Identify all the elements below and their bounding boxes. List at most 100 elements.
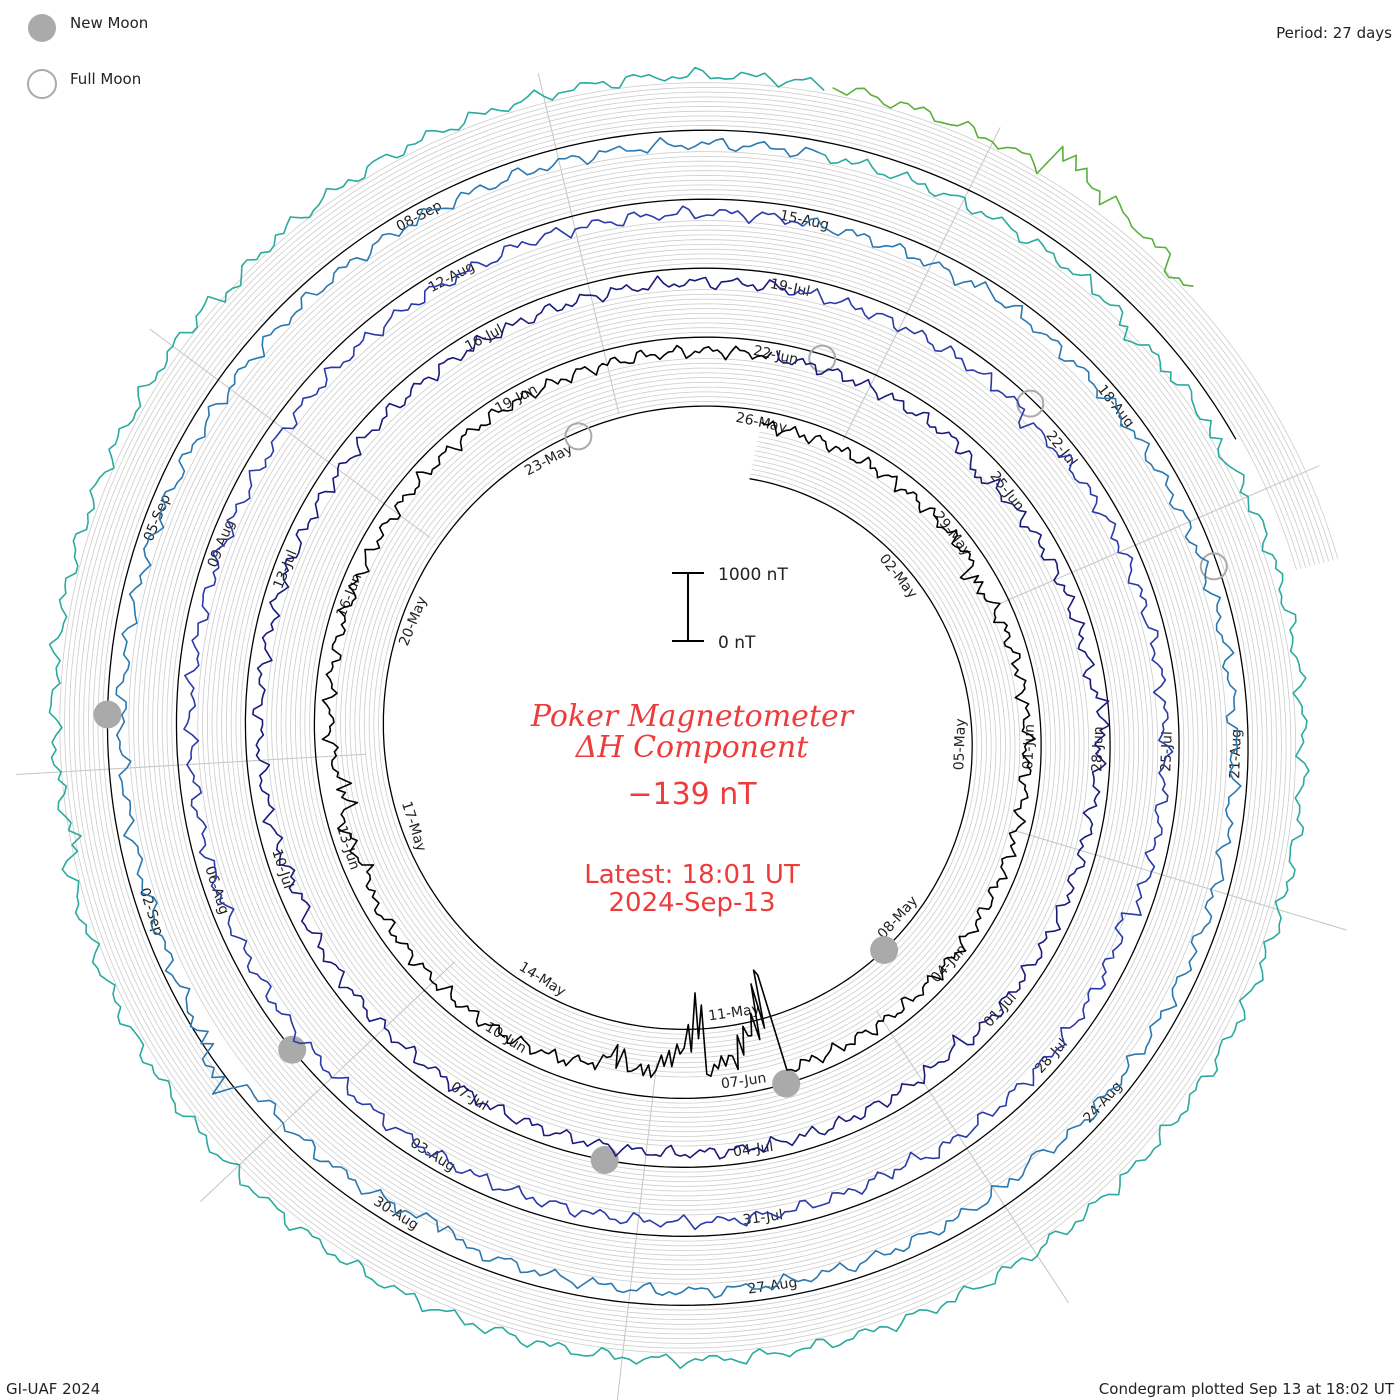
grid-ring <box>295 317 1061 1118</box>
grid-ring <box>138 160 1218 1275</box>
grid-ring <box>290 313 1066 1123</box>
date-label: 19-Jul <box>769 276 812 300</box>
full-moon-marker <box>1199 552 1228 581</box>
legend-new-moon: New Moon <box>70 14 148 32</box>
grid-ring <box>92 115 1263 1321</box>
grid-ring <box>133 155 1223 1280</box>
grid-spoke <box>997 465 1320 605</box>
scale-top-label: 1000 nT <box>718 565 788 585</box>
grid-ring <box>73 96 1282 1340</box>
date-label: 05-Sep <box>141 492 174 544</box>
grid-rings <box>59 82 1339 1354</box>
grid-ring <box>156 179 1199 1256</box>
grid-ring <box>823 131 1302 569</box>
grid-ring <box>230 253 1125 1183</box>
grid-ring <box>827 112 1320 564</box>
new-moon-marker <box>590 1146 619 1174</box>
moon-markers <box>93 344 1228 1174</box>
spiral-baselines <box>106 129 1249 1306</box>
grid-ring <box>152 174 1204 1261</box>
grid-ring <box>368 391 987 1045</box>
date-label: 25-Jul <box>1158 731 1175 772</box>
grid-spoke <box>16 753 366 775</box>
grid-ring <box>825 122 1311 567</box>
grid-ring <box>211 234 1144 1202</box>
chart-title-line1: Poker Magnetometer <box>530 699 855 734</box>
grid-ring <box>207 229 1149 1206</box>
new-moon-marker <box>278 1035 307 1064</box>
grid-ring <box>102 124 1254 1311</box>
grid-spoke <box>537 73 620 415</box>
grid-ring <box>828 108 1325 563</box>
grid-ring <box>304 327 1051 1109</box>
trace-turn-4 <box>115 137 1242 1299</box>
grid-ring <box>830 99 1334 561</box>
new-moon-marker <box>772 1069 801 1098</box>
latest-time: Latest: 18:01 UT <box>584 860 800 890</box>
date-label: 13-Jul <box>270 548 300 592</box>
grid-ring <box>354 377 1002 1059</box>
date-label: 27-Aug <box>747 1275 799 1298</box>
grid-ring <box>309 331 1047 1104</box>
date-label: 15-Aug <box>778 207 830 233</box>
grid-ring <box>344 367 1011 1068</box>
full-moon-legend-icon <box>27 69 57 99</box>
grid-ring <box>299 322 1056 1113</box>
grid-ring <box>78 101 1278 1335</box>
new-moon-legend-icon <box>28 14 56 42</box>
grid-ring <box>166 189 1189 1247</box>
full-moon-marker <box>564 422 593 451</box>
date-label: 11-May <box>707 1001 761 1024</box>
footer-credit: GI-UAF 2024 <box>6 1380 100 1398</box>
full-moon-marker <box>808 344 837 373</box>
grid-ring <box>271 293 1085 1142</box>
grid-ring <box>171 193 1185 1242</box>
grid-spoke <box>149 328 431 539</box>
trace-turn-3 <box>183 205 1174 1231</box>
grid-ring <box>68 91 1287 1344</box>
grid-ring <box>221 243 1135 1192</box>
date-label: 08-May <box>875 893 922 942</box>
grid-ring <box>64 86 1292 1349</box>
grid-ring <box>373 396 983 1040</box>
new-moon-marker <box>870 936 899 964</box>
grid-ring <box>142 165 1213 1271</box>
trace-turn-1 <box>321 344 1036 1079</box>
date-label: 31-Jul <box>742 1207 784 1228</box>
grid-ring <box>226 248 1130 1187</box>
trace-turn-6 <box>832 86 1194 287</box>
grid-ring <box>822 136 1297 571</box>
grid-ring <box>826 117 1316 566</box>
grid-ring <box>831 94 1339 559</box>
date-label: 05-May <box>951 718 969 770</box>
grid-ring <box>335 358 1021 1078</box>
current-value: −139 nT <box>627 777 757 812</box>
grid-spoke <box>875 1010 1070 1304</box>
grid-ring <box>197 220 1159 1216</box>
trace-turn-2 <box>252 275 1110 1160</box>
grid-ring <box>161 184 1194 1252</box>
grid-ring <box>340 362 1016 1073</box>
chart-title-line2: ΔH Component <box>575 730 809 765</box>
full-moon-marker <box>1016 389 1045 418</box>
grid-ring <box>285 308 1071 1128</box>
trace-turn-5 <box>48 66 1310 1370</box>
grid-ring <box>824 126 1307 568</box>
grid-ring <box>829 103 1330 562</box>
grid-ring <box>87 110 1268 1325</box>
period-label: Period: 27 days <box>1276 24 1392 42</box>
grid-ring <box>128 151 1228 1285</box>
grid-ring <box>266 289 1090 1147</box>
grid-ring <box>378 401 978 1035</box>
grid-ring <box>83 105 1273 1330</box>
grid-ring <box>280 303 1075 1133</box>
grid-ring <box>363 386 992 1049</box>
date-label: 07-Jul <box>448 1079 491 1114</box>
grid-ring <box>147 170 1208 1266</box>
legend-full-moon: Full Moon <box>70 70 141 88</box>
grid-ring <box>359 381 997 1054</box>
date-label: 07-Jun <box>720 1070 767 1092</box>
latest-date: 2024-Sep-13 <box>608 888 775 918</box>
grid-ring <box>216 239 1139 1197</box>
